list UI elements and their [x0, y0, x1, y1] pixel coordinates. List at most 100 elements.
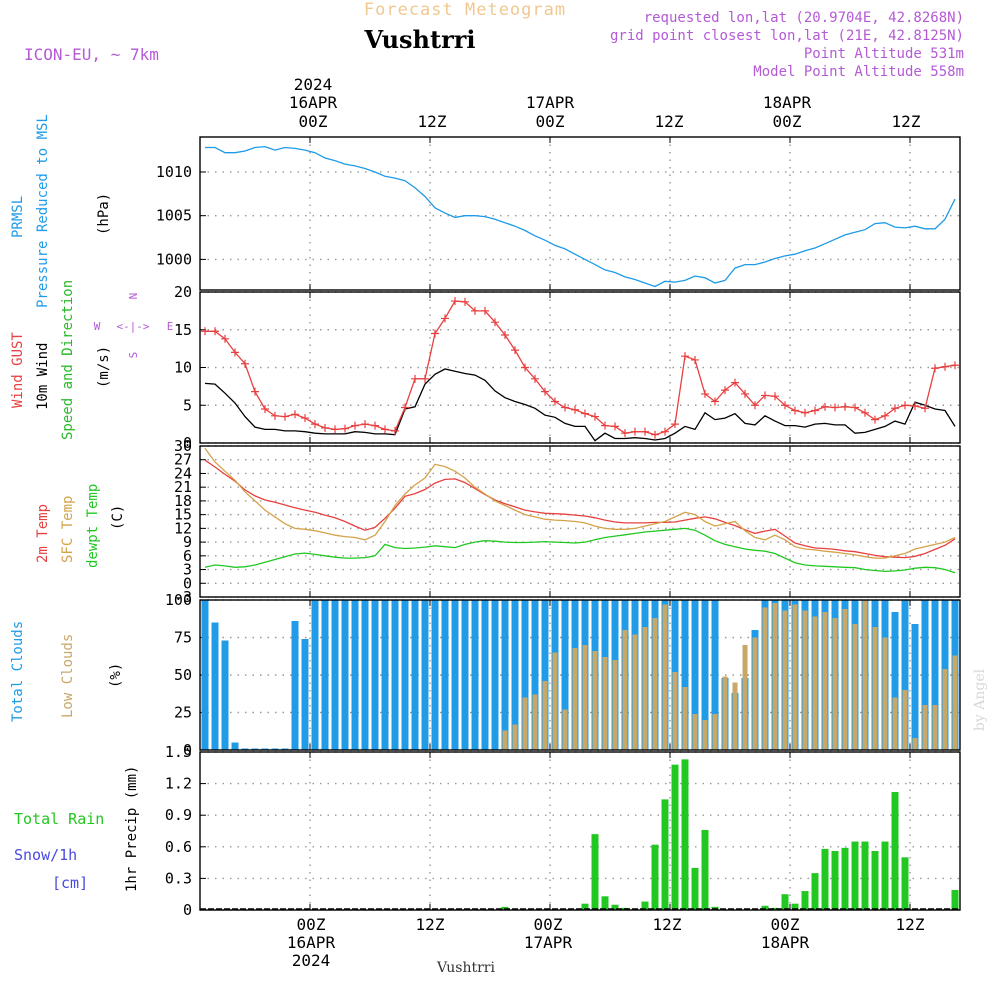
low-cloud-bar-64	[842, 609, 848, 750]
gust-marker-39	[591, 412, 599, 421]
precip-ytick-label-3: 0.9	[165, 806, 192, 824]
gust-marker-21	[411, 374, 419, 383]
low-cloud-bar-63	[832, 618, 838, 750]
temperature-ytick-label-11: 30	[174, 437, 192, 455]
wind-ytick-label-4: 20	[174, 283, 192, 301]
panel-border-precip	[199, 751, 961, 911]
total-cloud-bar-8	[281, 748, 289, 750]
rain-bar-75	[951, 889, 959, 910]
low-cloud-bar-50	[702, 720, 708, 750]
gust-marker-7	[271, 411, 279, 420]
gust-marker-34	[541, 387, 549, 396]
compass-e: E	[167, 320, 174, 333]
gust-marker-19	[391, 426, 399, 435]
low-cloud-bar-56	[762, 607, 768, 750]
low-cloud-bar-57	[772, 603, 778, 750]
pressure-ytick-label-0: 1000	[156, 250, 192, 268]
gust-marker-42	[621, 429, 629, 438]
gust-marker-27	[471, 306, 479, 315]
gust-marker-67	[871, 415, 879, 424]
rain-bar-60	[801, 891, 809, 910]
low-cloud-bar-44	[642, 627, 648, 750]
total-cloud-bar-5	[251, 748, 259, 750]
low-cloud-bar-67	[872, 627, 878, 750]
rain-bar-65	[851, 841, 859, 910]
low-cloud-bar-43	[632, 634, 638, 750]
wind-unit: (m/s)	[96, 346, 112, 388]
total-cloud-bar-3	[231, 742, 239, 750]
precip-ytick-label-4: 1.2	[165, 775, 192, 793]
panel-border-temperature	[199, 445, 961, 598]
low-cloud-bar-42	[622, 630, 628, 750]
gust-marker-71	[911, 402, 919, 411]
gust-marker-45	[651, 430, 659, 439]
gust-marker-3	[231, 348, 239, 357]
gust-marker-53	[731, 378, 739, 387]
total-cloud-bar-33	[531, 600, 539, 750]
low-cloud-bar-38	[582, 645, 588, 750]
gust-marker-6	[261, 405, 269, 414]
total-cloud-bar-19	[391, 600, 399, 750]
gust-marker-37	[571, 405, 579, 414]
low-cloud-bar-39	[592, 651, 598, 750]
gust-marker-16	[361, 420, 369, 429]
top-day-label-1: 17APR	[526, 93, 575, 112]
top-year-label: 2024	[294, 75, 333, 94]
total-cloud-bar-4	[241, 748, 249, 750]
wind-ytick-label-0: 0	[183, 434, 192, 452]
compass-arrow: <-|->	[116, 320, 149, 333]
rain-bar-61	[811, 873, 819, 910]
low-cloud-bar-34	[542, 681, 548, 750]
top-hour-label-2: 00Z	[536, 112, 565, 131]
rain-bar-62	[821, 848, 829, 910]
temp2m-line	[204, 459, 956, 559]
bottom-hour-label-2: 00Z	[534, 915, 563, 934]
grid-point-coords: grid point closest lon,lat (21E, 42.8125…	[610, 28, 964, 44]
gust-marker-11	[311, 420, 319, 429]
panels: 10001005101005101520-3036912151821242730…	[156, 136, 961, 919]
low-cloud-bar-47	[672, 672, 678, 750]
gust-marker-56	[761, 391, 769, 400]
gust-marker-66	[861, 408, 869, 417]
rain-bar-38	[581, 903, 589, 910]
bottom-day-label-2: 18APR	[761, 933, 810, 952]
low-cloud-bar-54	[742, 645, 748, 750]
total-cloud-bar-6	[261, 748, 269, 750]
low-cloud-bar-49	[692, 714, 698, 750]
low-cloud-bar-72	[922, 705, 928, 750]
total-cloud-bar-11	[311, 600, 319, 750]
low-cloud-bar-55	[752, 637, 758, 750]
footer-location: Vushtrri	[436, 960, 495, 976]
compass-w: W	[94, 320, 101, 333]
wind-ytick-label-2: 10	[174, 359, 192, 377]
gust-marker-52	[721, 386, 729, 395]
total-cloud-bar-69	[891, 612, 899, 750]
low-cloud-bar-51	[712, 714, 718, 750]
low-cloud-bar-61	[812, 616, 818, 750]
total-cloud-bar-7	[271, 748, 279, 750]
total-cloud-bar-30	[501, 600, 509, 750]
temperature-ytick-label-9: 24	[174, 464, 192, 482]
low-cloud-bar-58	[782, 610, 788, 750]
low-cloud-bar-36	[562, 709, 568, 750]
gust-marker-36	[561, 403, 569, 412]
low-cloud-bar-32	[522, 697, 528, 750]
watermark: by Angel	[972, 668, 988, 731]
panel-clouds: 0 25 50 75 100	[165, 591, 960, 759]
precip-ytick-label-2: 0.6	[165, 838, 192, 856]
bottom-year-label: 2024	[292, 951, 331, 970]
total-cloud-bar-15	[351, 600, 359, 750]
gust-marker-75	[951, 361, 959, 370]
low-cloud-bar-41	[612, 660, 618, 750]
bottom-hour-label-5: 12Z	[896, 915, 925, 934]
gust-marker-0	[201, 327, 209, 336]
temperature-ytick-label-10: 27	[174, 451, 192, 469]
low-cloud-bar-40	[602, 657, 608, 750]
gust-marker-8	[281, 412, 289, 421]
pressure-ytick-label-2: 1010	[156, 163, 192, 181]
temperature-ytick-label-5: 12	[174, 519, 192, 537]
gust-marker-61	[811, 406, 819, 415]
gust-marker-74	[941, 362, 949, 371]
top-hour-label-4: 00Z	[773, 112, 802, 131]
rain-bar-70	[901, 857, 909, 910]
